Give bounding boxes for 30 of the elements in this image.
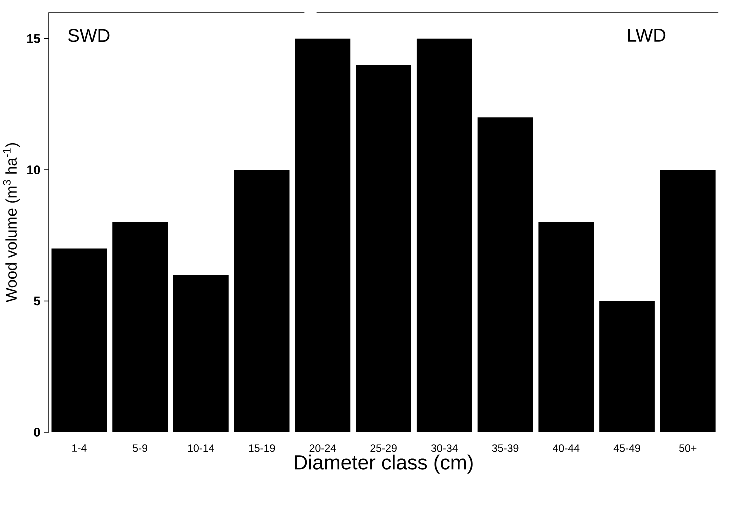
x-tick-label: 20-24: [310, 444, 336, 452]
y-tick-label: 10: [28, 165, 40, 174]
bar: [416, 38, 472, 432]
bar: [112, 222, 168, 432]
bar: [234, 170, 290, 432]
bar: [52, 248, 108, 432]
x-tick-label: 25-29: [370, 444, 397, 452]
x-tick-label: 5-9: [133, 444, 148, 452]
y-tick-label: 15: [28, 34, 40, 44]
x-axis-title: Diameter class (cm): [295, 454, 473, 474]
annotation: SWD: [68, 29, 110, 42]
x-tick-label: 1-4: [72, 444, 87, 452]
annotation: LWD: [628, 29, 666, 42]
bar: [478, 117, 534, 432]
bar: [295, 38, 351, 432]
x-tick-label: 50+: [680, 444, 697, 452]
x-tick-label: 35-39: [492, 444, 519, 452]
y-tick-label: 5: [34, 296, 40, 306]
bar: [600, 301, 655, 432]
x-tick-label: 10-14: [188, 444, 214, 452]
bar: [173, 274, 229, 432]
x-tick-label: 45-49: [614, 444, 640, 452]
bar: [660, 170, 716, 432]
x-tick-label: 15-19: [249, 444, 276, 452]
bar: [538, 222, 594, 432]
x-tick-label: 40-44: [553, 444, 580, 452]
bar: [356, 64, 412, 432]
y-axis-title: Wood volume (m$^{3}$ ha$^{-1}$): [3, 143, 20, 302]
x-tick-label: 30-34: [431, 444, 458, 452]
y-tick-label: 0: [34, 428, 40, 437]
